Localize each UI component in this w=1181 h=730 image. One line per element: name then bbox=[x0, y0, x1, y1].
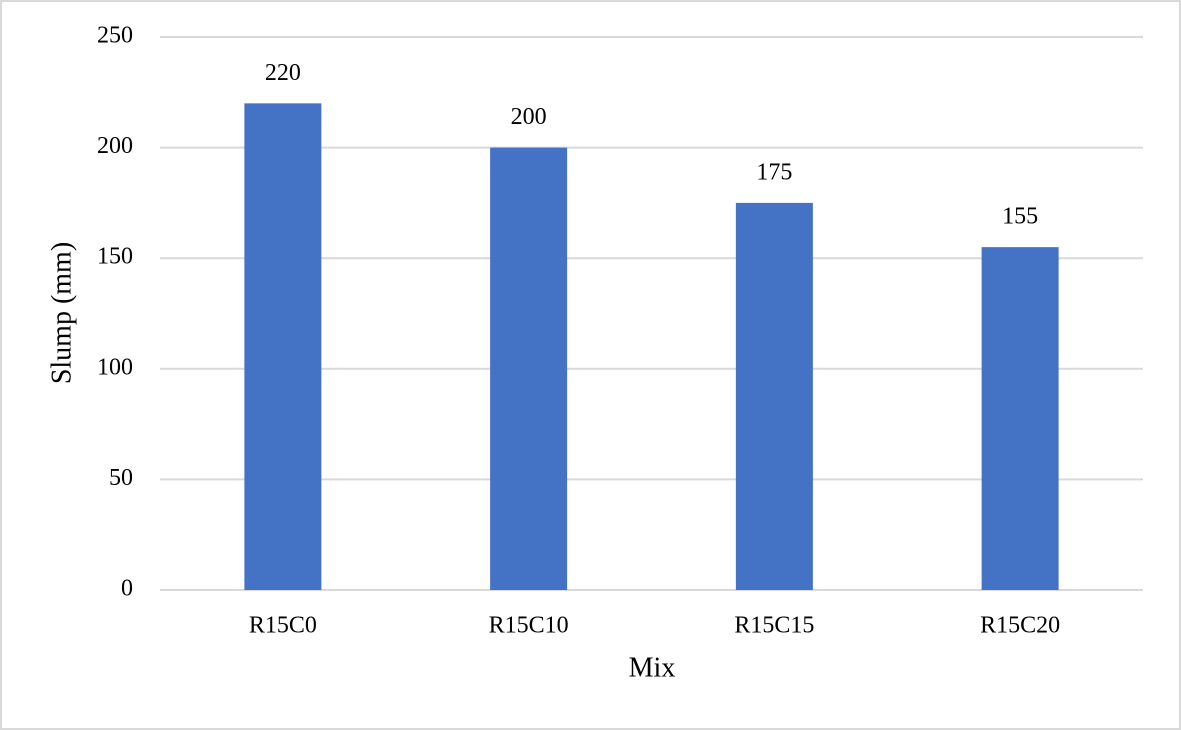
y-tick-label: 100 bbox=[97, 354, 133, 380]
x-tick-label: R15C15 bbox=[734, 613, 814, 639]
data-label: 220 bbox=[265, 60, 301, 86]
x-tick-label: R15C10 bbox=[489, 613, 569, 639]
x-tick-label: R15C0 bbox=[249, 613, 317, 639]
bar bbox=[490, 147, 568, 590]
data-label: 155 bbox=[1002, 204, 1038, 230]
data-label: 200 bbox=[511, 104, 547, 130]
x-axis-label: Mix bbox=[629, 652, 676, 683]
y-tick-label: 50 bbox=[109, 465, 133, 491]
x-tick-label: R15C20 bbox=[980, 613, 1060, 639]
y-axis-label: Slump (mm) bbox=[46, 242, 77, 384]
bar bbox=[735, 202, 813, 590]
y-tick-label: 250 bbox=[97, 23, 133, 49]
bar bbox=[981, 247, 1059, 590]
y-tick-label: 0 bbox=[121, 576, 133, 602]
bar bbox=[244, 103, 322, 591]
y-tick-label: 200 bbox=[97, 133, 133, 159]
data-label: 175 bbox=[756, 159, 792, 185]
y-tick-label: 150 bbox=[97, 244, 133, 270]
